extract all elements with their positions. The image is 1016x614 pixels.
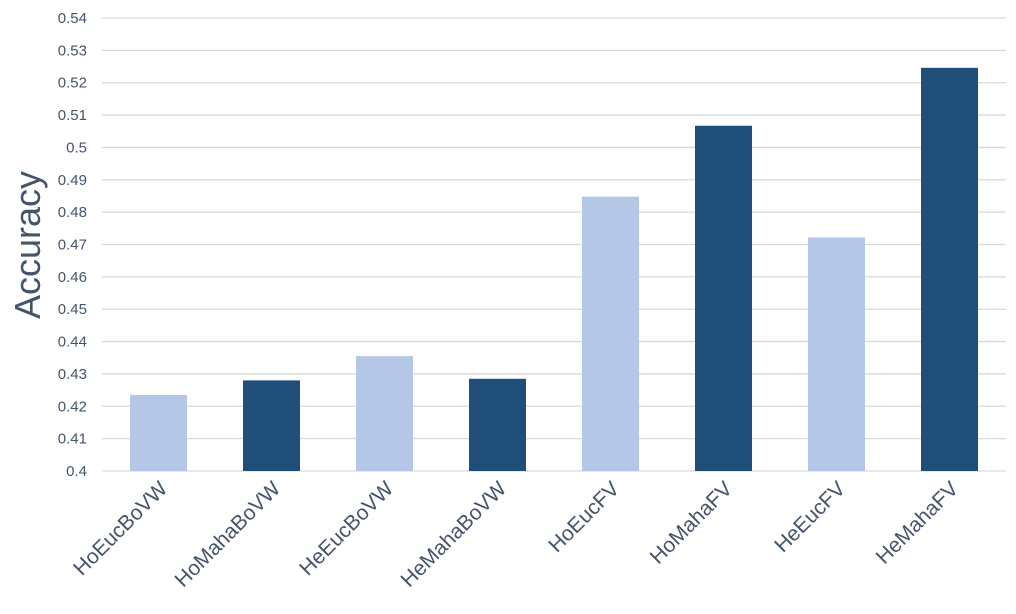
bar-hemahabovw <box>469 378 526 471</box>
bar-homahafv <box>695 125 752 472</box>
x-tick-label: HoEucBoVW <box>69 477 172 580</box>
y-tick-label: 0.45 <box>58 301 87 318</box>
x-tick-label: HeMahaBoVW <box>397 477 512 592</box>
y-axis-title: Accuracy <box>7 171 48 319</box>
y-tick-label: 0.42 <box>58 398 87 415</box>
y-tick-label: 0.48 <box>58 204 87 221</box>
gridlines <box>102 17 1006 472</box>
y-tick-label: 0.49 <box>58 172 87 189</box>
bar-homahabovw <box>243 380 300 471</box>
y-tick-label: 0.44 <box>58 334 87 351</box>
y-tick-label: 0.5 <box>66 139 87 156</box>
bar-heeucfv <box>808 237 865 471</box>
y-tick-label: 0.4 <box>66 463 87 480</box>
x-tick-label: HeEucBoVW <box>295 477 398 580</box>
y-tick-label: 0.54 <box>58 10 87 27</box>
bar-hoeucfv <box>582 196 639 471</box>
bar-hemahafv <box>921 67 978 471</box>
y-tick-label: 0.43 <box>58 366 87 383</box>
bars <box>130 67 978 472</box>
y-tick-label: 0.51 <box>58 107 87 124</box>
x-tick-label: HoMahaBoVW <box>171 477 286 592</box>
x-tick-label: HoEucFV <box>544 477 624 557</box>
y-tick-label: 0.46 <box>58 269 87 286</box>
bar-hoeucbovw <box>130 394 187 471</box>
y-tick-label: 0.41 <box>58 431 87 448</box>
x-tick-label: HeMahaFV <box>872 477 963 568</box>
x-tick-label: HeEucFV <box>770 477 850 557</box>
x-tick-label: HoMahaFV <box>646 477 737 568</box>
y-tick-label: 0.52 <box>58 75 87 92</box>
bar-heeucbovw <box>356 356 413 471</box>
y-tick-label: 0.47 <box>58 237 87 254</box>
y-axis-ticks: 0.4 0.41 0.42 0.43 0.44 0.45 0.46 0.47 0.48 0.49 0… <box>58 10 87 480</box>
y-tick-label: 0.53 <box>58 42 87 59</box>
